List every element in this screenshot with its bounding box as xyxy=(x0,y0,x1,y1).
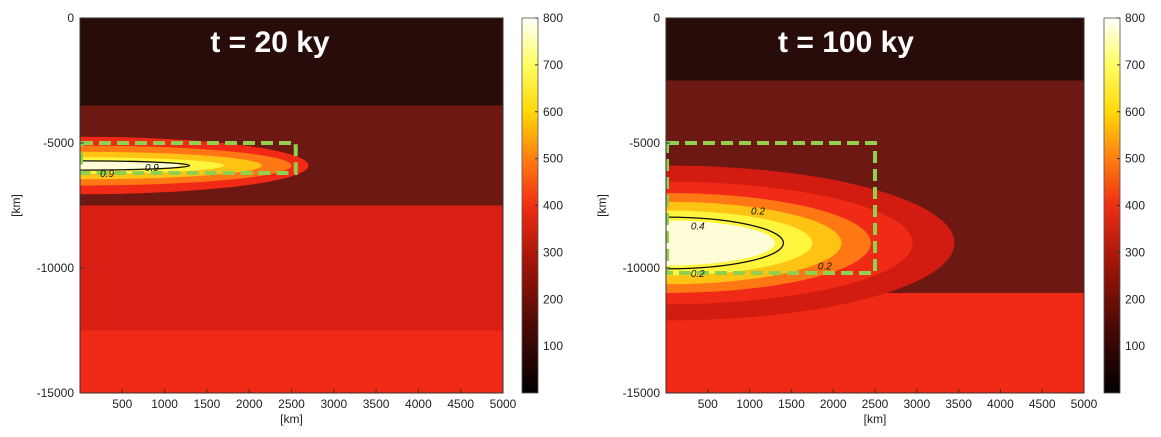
colorbar-tick-label: 200 xyxy=(543,292,563,306)
x-tick-label: 3500 xyxy=(945,397,972,411)
anomaly-band-5 xyxy=(80,161,182,170)
x-tick-label: 2500 xyxy=(862,397,889,411)
x-tick-label: 4000 xyxy=(405,397,432,411)
colorbar-tick-label: 400 xyxy=(1125,199,1145,213)
colorbar-tick-label: 500 xyxy=(543,152,563,166)
contour-line xyxy=(666,216,784,270)
contour-label-4: 0.2 xyxy=(818,262,832,273)
x-axis-label: [km] xyxy=(280,412,303,426)
x-tick-label: 500 xyxy=(112,397,132,411)
colorbar-tick-label: 200 xyxy=(1125,292,1145,306)
dashed-box xyxy=(80,141,298,175)
x-tick-label: 5000 xyxy=(490,397,517,411)
y-tick-label: -15000 xyxy=(37,386,75,400)
x-tick-label: 4000 xyxy=(987,397,1014,411)
colorbar-tick-label: 700 xyxy=(1125,58,1145,72)
colorbar-tick-label: 400 xyxy=(543,199,563,213)
colorbar-tick-label: 800 xyxy=(543,11,563,25)
y-tick-label: 0 xyxy=(653,11,660,25)
y-tick-label: -5000 xyxy=(43,136,74,150)
plot-area: 0.9 0.9 xyxy=(80,18,503,393)
colorbar-tick-label: 300 xyxy=(1125,245,1145,259)
x-tick-label: 4500 xyxy=(447,397,474,411)
contour-label-1: 0.9 xyxy=(145,163,159,174)
contour-line xyxy=(80,160,191,171)
colorbar-tick-label: 500 xyxy=(1125,152,1145,166)
x-tick-label: 2500 xyxy=(278,397,305,411)
x-axis-label: [km] xyxy=(864,412,887,426)
contour-label-3: 0.2 xyxy=(691,269,705,280)
colorbar-tick-label: 800 xyxy=(1125,11,1145,25)
y-axis-label: [km] xyxy=(9,194,23,217)
x-tick-label: 3000 xyxy=(903,397,930,411)
colorbar-tick-label: 700 xyxy=(543,58,563,72)
dashed-box xyxy=(666,141,877,275)
colorbar-tick-label: 100 xyxy=(1125,339,1145,353)
colorbar: 800 700 600 500 400 300 200 100 xyxy=(521,11,563,394)
x-tick-label: 5000 xyxy=(1071,397,1098,411)
x-tick-label: 1500 xyxy=(778,397,805,411)
anomaly-band-6 xyxy=(666,220,775,266)
colorbar-tick-label: 100 xyxy=(543,339,563,353)
colorbar: 800 700 600 500 400 300 200 100 xyxy=(1103,11,1145,394)
panel-title: t = 100 ky xyxy=(778,26,914,59)
y-axis-label: [km] xyxy=(595,194,609,217)
y-tick-label: -10000 xyxy=(623,261,661,275)
layer-surface xyxy=(666,18,1084,81)
colorbar-tick-label: 600 xyxy=(1125,105,1145,119)
y-tick-label: -10000 xyxy=(37,261,75,275)
x-tick-label: 2000 xyxy=(236,397,263,411)
x-tick-label: 1500 xyxy=(194,397,221,411)
colorbar-tick-label: 600 xyxy=(543,105,563,119)
x-tick-label: 3000 xyxy=(320,397,347,411)
contour-label-2: 0.4 xyxy=(691,222,705,233)
layer-middle xyxy=(80,205,503,331)
x-tick-label: 1000 xyxy=(151,397,178,411)
x-tick-label: 500 xyxy=(698,397,718,411)
panel-title: t = 20 ky xyxy=(210,26,330,59)
layer-deep xyxy=(80,330,503,393)
x-tick-label: 1000 xyxy=(736,397,763,411)
y-tick-label: 0 xyxy=(67,11,74,25)
panel-2: 0.20.40.20.2500 1000 1500 2000 2500 3000 3500 4… xyxy=(595,11,1145,426)
plot-area: 0.2 0.4 0.2 0.2 xyxy=(666,18,1084,393)
x-tick-label: 2000 xyxy=(820,397,847,411)
y-tick-label: -5000 xyxy=(629,136,660,150)
y-tick-label: -15000 xyxy=(623,386,661,400)
x-tick-label: 3500 xyxy=(363,397,390,411)
contour-label-2: 0.9 xyxy=(100,169,114,180)
x-tick-label: 4500 xyxy=(1029,397,1056,411)
colorbar-tick-label: 300 xyxy=(543,245,563,259)
layer-surface xyxy=(80,18,503,106)
contour-label-1: 0.2 xyxy=(751,207,765,218)
